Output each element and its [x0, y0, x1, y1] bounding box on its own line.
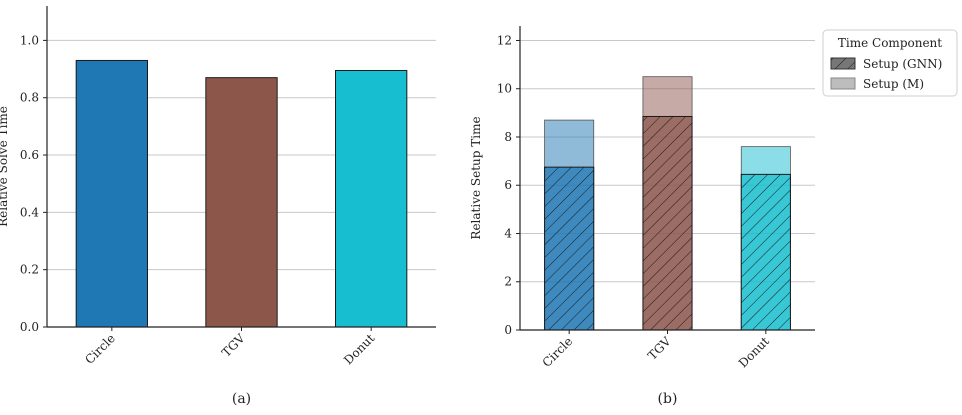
y-tick-label: 0.2	[20, 263, 39, 277]
bar-hatch-circle	[544, 167, 594, 330]
bar-hatch-donut	[741, 174, 791, 330]
bar-donut	[335, 69, 408, 328]
legend-label: Setup (M)	[863, 77, 924, 91]
y-tick-label: 4	[504, 226, 512, 240]
legend-swatch-m	[830, 77, 856, 90]
x-tick-label-donut: Donut	[341, 331, 377, 367]
y-tick-label: 2	[504, 275, 512, 289]
y-tick-label: 6	[504, 178, 512, 192]
bar-circle	[75, 59, 148, 328]
legend-swatch-hatch	[831, 58, 855, 69]
x-tick-label-circle: Circle	[540, 334, 576, 370]
y-tick-label: 0	[504, 323, 512, 337]
bar-tgv	[205, 77, 278, 328]
y-tick-label: 0.6	[20, 148, 39, 162]
y-axis-label: Relative Setup Time	[469, 116, 483, 239]
legend: Time Component Setup (GNN) Setup (M)	[822, 29, 958, 97]
y-tick-label: 0.4	[20, 205, 39, 219]
x-tick-label-donut: Donut	[736, 334, 772, 370]
x-tick-label-circle: Circle	[82, 331, 118, 367]
x-tick-label-tgv: TGV	[219, 331, 248, 360]
panel-a: 0.0 0.2 0.4 0.6 0.8 1.0 Circle TGV Donut Relative…	[0, 6, 436, 407]
legend-box	[822, 29, 958, 97]
bar-hatch-tgv	[642, 116, 693, 330]
panel-b: 0 2 4 6 8 10 12 Circle TGV Donut Relative Setup Ti…	[469, 26, 815, 407]
panel-caption: (b)	[658, 391, 678, 407]
panel-caption: (a)	[232, 391, 251, 407]
y-tick-label: 0.0	[20, 320, 39, 334]
y-tick-label: 0.8	[20, 91, 39, 105]
legend-title: Time Component	[838, 36, 942, 50]
y-tick-label: 8	[504, 130, 512, 144]
x-tick-label-tgv: TGV	[645, 334, 674, 363]
y-axis-label: Relative Solve Time	[0, 106, 10, 227]
legend-label: Setup (GNN)	[863, 57, 942, 71]
y-tick-label: 1.0	[20, 33, 39, 47]
y-tick-label: 12	[497, 33, 512, 47]
y-tick-label: 10	[497, 82, 512, 96]
